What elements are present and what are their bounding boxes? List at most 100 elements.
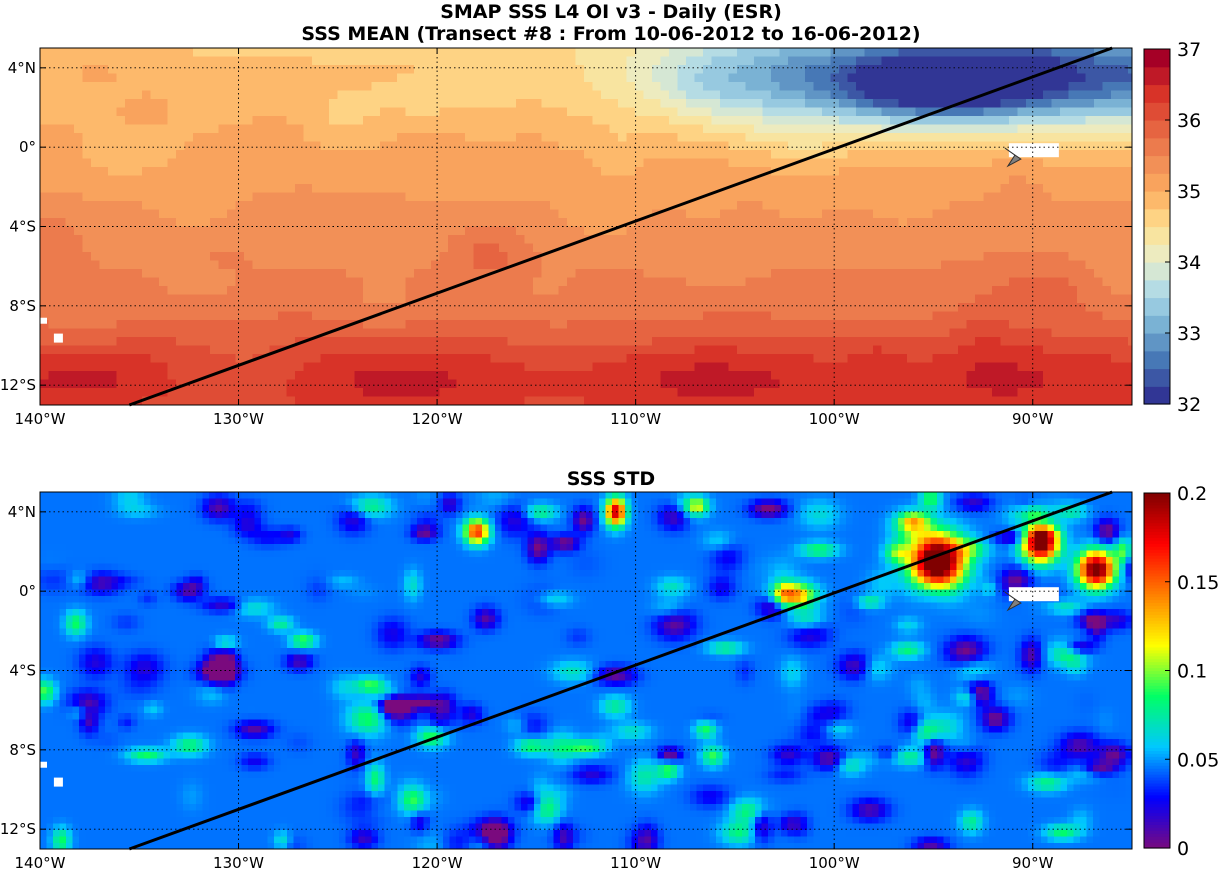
heatmap-cell	[244, 252, 254, 262]
heatmap-cell	[74, 82, 84, 92]
heatmap-cell	[992, 175, 1002, 185]
heatmap-cell	[133, 184, 143, 194]
heatmap-cell	[346, 277, 356, 287]
heatmap-cell	[822, 337, 832, 347]
heatmap-cell	[371, 354, 381, 364]
heatmap-cell	[771, 107, 781, 117]
heatmap-cell	[490, 73, 500, 83]
heatmap-cell	[533, 345, 543, 355]
heatmap-cell	[193, 65, 203, 75]
heatmap-cell	[507, 218, 517, 228]
heatmap-cell	[541, 362, 551, 372]
heatmap-cell	[737, 82, 747, 92]
heatmap-cell	[788, 277, 798, 287]
heatmap-cell	[150, 192, 160, 202]
heatmap-cell	[252, 116, 262, 126]
heatmap-cell	[873, 362, 883, 372]
heatmap-cell	[397, 311, 407, 321]
heatmap-cell	[193, 48, 203, 58]
heatmap-cell	[711, 354, 721, 364]
heatmap-cell	[1034, 235, 1044, 245]
heatmap-cell	[1111, 294, 1121, 304]
heatmap-cell	[949, 328, 959, 338]
heatmap-cell	[796, 260, 806, 270]
heatmap-cell	[1085, 235, 1095, 245]
heatmap-cell	[176, 175, 186, 185]
heatmap-cell	[269, 311, 279, 321]
heatmap-cell	[210, 320, 220, 330]
heatmap-cell	[966, 124, 976, 134]
heatmap-cell	[524, 260, 534, 270]
heatmap-cell	[575, 294, 585, 304]
heatmap-cell	[133, 209, 143, 219]
heatmap-cell	[932, 90, 942, 100]
heatmap-cell	[1119, 345, 1129, 355]
heatmap-cell	[609, 294, 619, 304]
heatmap-cell	[150, 150, 160, 160]
heatmap-cell	[584, 320, 594, 330]
heatmap-cell	[1068, 90, 1078, 100]
heatmap-cell	[703, 133, 713, 143]
heatmap-cell	[541, 116, 551, 126]
heatmap-cell	[303, 65, 313, 75]
heatmap-cell	[915, 107, 925, 117]
heatmap-cell	[949, 133, 959, 143]
heatmap-cell	[193, 320, 203, 330]
heatmap-cell	[601, 252, 611, 262]
heatmap-cell	[788, 269, 798, 279]
heatmap-cell	[635, 167, 645, 177]
heatmap-cell	[983, 260, 993, 270]
heatmap-cell	[669, 303, 679, 313]
heatmap-cell	[873, 99, 883, 109]
heatmap-cell	[847, 65, 857, 75]
heatmap-cell	[490, 65, 500, 75]
heatmap-cell	[210, 116, 220, 126]
heatmap-cell	[133, 141, 143, 151]
heatmap-cell	[167, 56, 177, 66]
heatmap-cell	[737, 362, 747, 372]
heatmap-cell	[48, 218, 58, 228]
heatmap-cell	[414, 48, 424, 58]
heatmap-cell	[448, 371, 458, 381]
heatmap-cell	[244, 226, 254, 236]
heatmap-cell	[210, 218, 220, 228]
heatmap-cell	[167, 133, 177, 143]
heatmap-cell	[779, 303, 789, 313]
heatmap-cell	[1000, 218, 1010, 228]
heatmap-cell	[584, 48, 594, 58]
heatmap-cell	[618, 133, 628, 143]
heatmap-cell	[210, 73, 220, 83]
heatmap-cell	[65, 56, 75, 66]
heatmap-cell	[329, 209, 339, 219]
heatmap-cell	[210, 184, 220, 194]
heatmap-cell	[737, 184, 747, 194]
heatmap-cell	[592, 167, 602, 177]
heatmap-cell	[482, 99, 492, 109]
heatmap-cell	[363, 337, 373, 347]
heatmap-cell	[1102, 99, 1112, 109]
heatmap-cell	[975, 243, 985, 253]
heatmap-cell	[771, 328, 781, 338]
heatmap-cell	[1068, 192, 1078, 202]
heatmap-cell	[431, 141, 441, 151]
heatmap-cell	[184, 124, 194, 134]
heatmap-cell	[422, 311, 432, 321]
heatmap-cell	[108, 328, 118, 338]
heatmap-cell	[261, 184, 271, 194]
heatmap-cell	[720, 362, 730, 372]
heatmap-cell	[295, 371, 305, 381]
heatmap-cell	[431, 48, 441, 58]
heatmap-cell	[524, 320, 534, 330]
heatmap-cell	[108, 150, 118, 160]
heatmap-cell	[601, 286, 611, 296]
heatmap-cell	[796, 243, 806, 253]
heatmap-cell	[652, 65, 662, 75]
heatmap-cell	[558, 303, 568, 313]
heatmap-cell	[771, 345, 781, 355]
heatmap-cell	[550, 90, 560, 100]
heatmap-cell	[448, 269, 458, 279]
heatmap-cell	[371, 107, 381, 117]
heatmap-cell	[210, 235, 220, 245]
heatmap-cell	[82, 328, 92, 338]
heatmap-cell	[244, 82, 254, 92]
